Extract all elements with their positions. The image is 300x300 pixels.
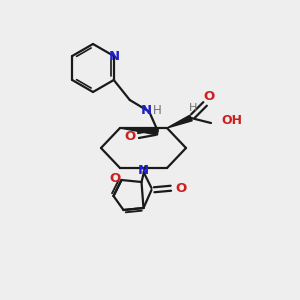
Text: N: N — [141, 103, 152, 116]
Text: H: H — [152, 103, 161, 116]
Text: H: H — [189, 103, 197, 113]
Text: N: N — [138, 164, 149, 178]
Text: O: O — [203, 91, 214, 103]
Text: N: N — [109, 50, 120, 62]
Polygon shape — [167, 115, 192, 128]
Text: O: O — [109, 172, 120, 185]
Text: O: O — [124, 130, 135, 142]
Text: OH: OH — [221, 115, 242, 128]
Text: O: O — [175, 182, 186, 194]
Polygon shape — [120, 128, 158, 135]
